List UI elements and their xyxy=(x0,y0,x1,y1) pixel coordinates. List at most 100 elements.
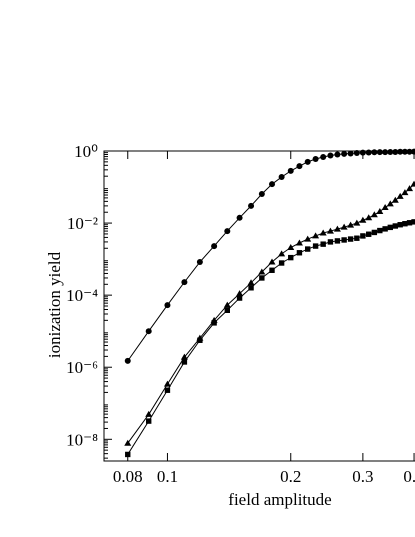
marker xyxy=(341,150,348,157)
y-axis-label: ionization yield xyxy=(45,251,64,358)
marker xyxy=(320,241,326,247)
marker xyxy=(347,221,355,228)
marker xyxy=(376,207,384,214)
marker xyxy=(305,246,311,252)
marker xyxy=(278,260,285,266)
marker xyxy=(304,158,311,165)
marker xyxy=(347,150,354,157)
marker xyxy=(397,222,403,228)
marker xyxy=(258,191,265,198)
marker xyxy=(236,290,244,297)
marker xyxy=(181,359,188,365)
marker xyxy=(377,227,383,234)
marker xyxy=(401,189,409,196)
marker xyxy=(196,259,203,266)
marker xyxy=(354,235,360,241)
marker xyxy=(392,148,399,155)
marker xyxy=(236,214,243,221)
marker xyxy=(269,181,276,188)
marker xyxy=(327,239,334,245)
marker xyxy=(145,410,153,417)
marker xyxy=(163,380,171,387)
marker xyxy=(259,275,265,281)
marker xyxy=(396,192,404,199)
marker xyxy=(269,267,275,273)
series-line xyxy=(127,183,415,444)
marker xyxy=(334,151,341,158)
marker xyxy=(402,221,408,227)
marker xyxy=(278,173,285,180)
marker xyxy=(381,204,389,211)
marker xyxy=(341,237,347,243)
marker xyxy=(406,220,413,226)
marker xyxy=(224,228,231,235)
y-tick-label: 10⁻² xyxy=(67,214,98,233)
marker xyxy=(387,148,394,155)
marker xyxy=(296,250,303,256)
marker xyxy=(312,155,319,162)
marker xyxy=(211,320,217,326)
marker xyxy=(224,307,231,313)
marker xyxy=(146,418,152,424)
marker xyxy=(365,214,373,221)
marker xyxy=(180,353,188,360)
marker xyxy=(312,243,319,249)
marker xyxy=(386,200,394,207)
x-tick-label: 0.08 xyxy=(113,467,143,486)
marker xyxy=(327,152,334,159)
marker xyxy=(278,250,286,257)
marker xyxy=(366,231,372,237)
marker xyxy=(181,279,188,286)
marker xyxy=(371,149,378,156)
marker xyxy=(145,328,152,335)
marker xyxy=(370,211,378,218)
marker xyxy=(333,225,341,232)
y-tick-label: 10⁰ xyxy=(74,142,98,161)
series-line xyxy=(127,221,415,455)
marker xyxy=(376,149,383,156)
marker xyxy=(392,223,399,229)
x-tick-label: 0.4 xyxy=(403,467,415,486)
marker xyxy=(360,233,366,239)
marker xyxy=(125,451,131,458)
marker xyxy=(410,180,415,187)
marker xyxy=(382,149,389,156)
marker xyxy=(124,439,132,446)
marker xyxy=(387,224,393,231)
marker xyxy=(288,254,294,261)
marker xyxy=(326,227,334,234)
marker xyxy=(353,219,361,226)
marker xyxy=(248,202,255,209)
marker xyxy=(247,279,255,286)
y-tick-label: 10⁻⁶ xyxy=(66,358,98,377)
marker xyxy=(406,148,413,155)
marker xyxy=(164,302,171,309)
marker xyxy=(304,235,312,242)
marker xyxy=(296,163,303,170)
x-axis-label: field amplitude xyxy=(228,490,331,509)
marker xyxy=(359,216,367,223)
marker xyxy=(287,244,295,251)
marker xyxy=(334,238,341,244)
marker xyxy=(312,232,320,239)
x-tick-label: 0.2 xyxy=(280,467,301,486)
marker xyxy=(287,167,294,174)
marker xyxy=(353,150,360,157)
marker xyxy=(397,148,404,155)
marker xyxy=(268,258,276,265)
marker xyxy=(197,337,203,343)
marker xyxy=(406,185,414,192)
marker xyxy=(124,357,131,364)
y-tick-label: 10⁻⁸ xyxy=(66,430,98,449)
marker xyxy=(359,149,366,156)
marker xyxy=(340,223,348,230)
marker xyxy=(411,219,415,225)
marker xyxy=(411,148,415,155)
marker xyxy=(365,149,372,156)
x-tick-label: 0.3 xyxy=(352,467,373,486)
marker xyxy=(236,295,243,301)
marker xyxy=(223,301,231,308)
x-tick-label: 0.1 xyxy=(157,467,178,486)
marker xyxy=(258,268,266,275)
